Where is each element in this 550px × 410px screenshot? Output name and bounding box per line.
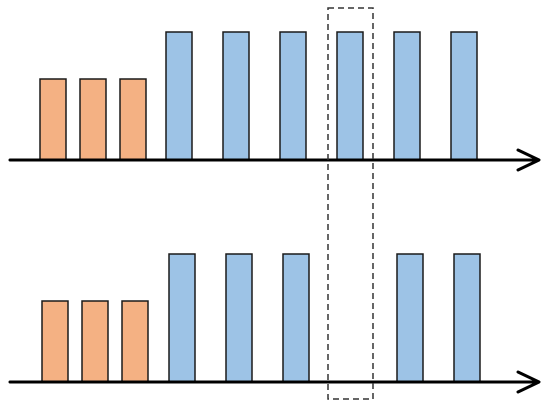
row-after-bar-5 bbox=[225, 253, 253, 383]
highlight-layer bbox=[327, 7, 374, 400]
dashed-highlight-box bbox=[327, 7, 374, 400]
row-before-bar-9 bbox=[450, 31, 478, 161]
row-before-bar-4 bbox=[165, 31, 193, 161]
row-after-bar-2 bbox=[81, 300, 109, 383]
row-after-axis-arrow-icon bbox=[516, 370, 541, 394]
row-before-axis-arrow-icon bbox=[516, 148, 541, 172]
row-after-bar-6 bbox=[282, 253, 310, 383]
row-after-bar-3 bbox=[121, 300, 149, 383]
row-after-bar-9 bbox=[453, 253, 481, 383]
row-after-bar-1 bbox=[41, 300, 69, 383]
row-before-bar-6 bbox=[279, 31, 307, 161]
bars-layer bbox=[39, 31, 481, 383]
axes-layer bbox=[8, 148, 541, 394]
row-before-bar-5 bbox=[222, 31, 250, 161]
row-before-bar-1 bbox=[39, 78, 67, 161]
row-before-bar-2 bbox=[79, 78, 107, 161]
row-after-bar-4 bbox=[168, 253, 196, 383]
row-after-bar-8 bbox=[396, 253, 424, 383]
row-before-bar-3 bbox=[119, 78, 147, 161]
row-before-bar-8 bbox=[393, 31, 421, 161]
row-before-bar-7 bbox=[336, 31, 364, 161]
